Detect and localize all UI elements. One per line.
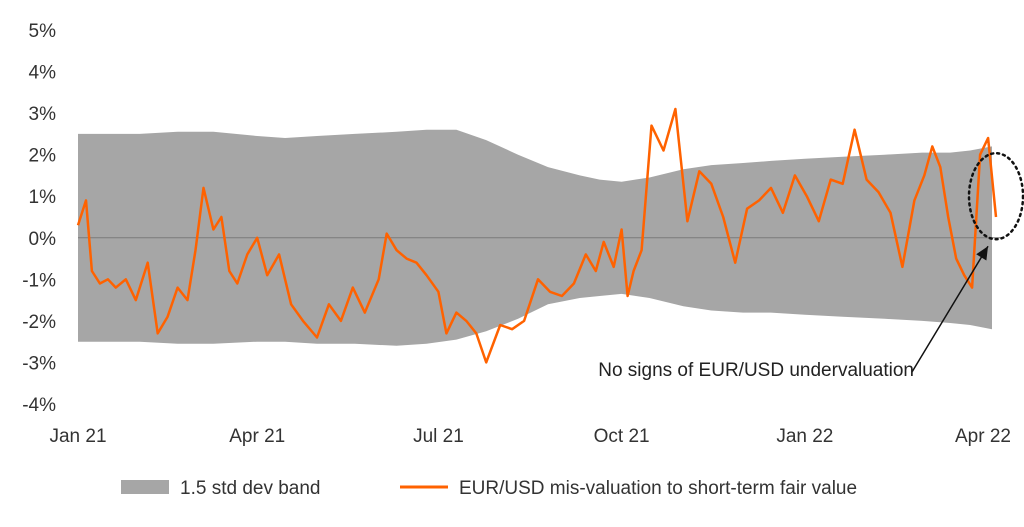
annotation-arrow <box>911 245 989 373</box>
y-tick-label: 4% <box>29 63 57 84</box>
x-tick-label: Apr 21 <box>229 426 285 447</box>
x-tick-label: Jan 22 <box>776 426 833 447</box>
y-tick-label: 3% <box>29 104 57 125</box>
y-axis-ticks: 5% 4% 3% 2% 1% 0% -1% -2% -3% -4% <box>22 21 56 416</box>
y-tick-label: 1% <box>29 187 57 208</box>
y-tick-label: 5% <box>29 21 57 42</box>
misvaluation-line <box>76 107 998 364</box>
legend-line-label: EUR/USD mis-valuation to short-term fair… <box>459 478 857 499</box>
annotation-arrowhead <box>976 246 988 261</box>
legend: 1.5 std dev band EUR/USD mis-valuation t… <box>121 478 857 499</box>
y-tick-label: 2% <box>29 146 57 167</box>
annotation: No signs of EUR/USD undervaluation <box>598 151 1024 381</box>
x-tick-label: Jul 21 <box>413 426 464 447</box>
y-tick-label: -4% <box>22 395 56 416</box>
legend-band-swatch <box>121 480 169 494</box>
x-tick-label: Jan 21 <box>49 426 106 447</box>
highlight-circle <box>967 151 1024 241</box>
x-tick-label: Apr 22 <box>955 426 1011 447</box>
y-tick-label: 0% <box>29 229 57 250</box>
legend-band-label: 1.5 std dev band <box>180 478 321 499</box>
y-tick-label: -3% <box>22 353 56 374</box>
y-tick-label: -2% <box>22 312 56 333</box>
y-tick-label: -1% <box>22 270 56 291</box>
x-tick-label: Oct 21 <box>594 426 650 447</box>
annotation-text: No signs of EUR/USD undervaluation <box>598 360 914 381</box>
x-axis-ticks: Jan 21 Apr 21 Jul 21 Oct 21 Jan 22 Apr 22 <box>49 426 1011 447</box>
